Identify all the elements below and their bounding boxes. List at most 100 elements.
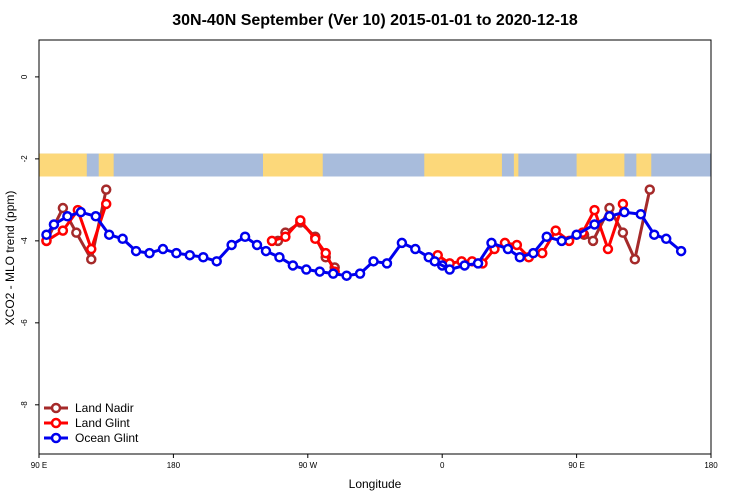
data-point-ocean-glint (251, 239, 263, 251)
data-point-ocean-glint (459, 260, 470, 271)
data-point-land-glint (266, 235, 278, 247)
map-land (424, 153, 502, 177)
data-point-ocean-glint (103, 229, 115, 240)
data-point-land-nadir (100, 184, 112, 195)
data-point-ocean-glint (75, 206, 87, 218)
data-point-ocean-glint (556, 235, 567, 247)
data-point-ocean-glint (184, 249, 196, 261)
map-land (39, 153, 87, 177)
map-ocean (39, 153, 711, 177)
data-point-ocean-glint (486, 237, 497, 249)
data-point-ocean-glint (226, 239, 237, 251)
y-tick-label: -4 (20, 237, 29, 245)
series-land-nadir (41, 184, 656, 273)
data-point-ocean-glint (90, 211, 101, 222)
data-point-ocean-glint (144, 247, 155, 259)
data-point-land-glint (511, 239, 523, 251)
data-point-ocean-glint (472, 258, 484, 269)
data-point-ocean-glint (381, 258, 393, 269)
data-point-land-glint (589, 204, 600, 216)
data-point-land-glint (295, 215, 306, 226)
data-point-ocean-glint (541, 231, 552, 243)
data-point-ocean-glint (429, 256, 440, 267)
legend-label: Land Glint (75, 416, 130, 430)
data-point-ocean-glint (396, 237, 408, 249)
chart-title: 30N-40N September (Ver 10) 2015-01-01 to… (172, 12, 578, 29)
data-point-land-glint (602, 243, 614, 255)
data-point-ocean-glint (354, 268, 366, 279)
y-tick-label: -8 (20, 401, 29, 409)
series-ocean-glint (41, 206, 687, 281)
data-point-land-nadir (629, 254, 641, 265)
y-tick-label: -2 (20, 155, 29, 163)
series-layer (41, 184, 687, 281)
legend-item-ocean-glint: Ocean Glint (44, 431, 139, 445)
data-point-ocean-glint (571, 229, 582, 240)
data-point-ocean-glint (287, 260, 299, 271)
data-point-ocean-glint (327, 268, 339, 279)
legend-item-land-glint: Land Glint (44, 416, 130, 430)
data-point-ocean-glint (604, 211, 615, 222)
x-tick-label: 90 E (31, 461, 47, 470)
x-axis-label: Longitude (349, 477, 402, 491)
map-land (513, 153, 519, 177)
map-land (263, 153, 323, 177)
data-point-ocean-glint (41, 229, 52, 240)
data-point-ocean-glint (368, 256, 379, 267)
data-point-land-nadir (86, 254, 97, 265)
x-tick-label: 90 E (568, 461, 584, 470)
data-point-land-nadir (604, 202, 615, 214)
x-tick-label: 180 (167, 461, 181, 470)
x-tick-label: 90 W (298, 461, 317, 470)
data-point-ocean-glint (48, 219, 60, 230)
data-point-land-nadir (644, 184, 656, 195)
x-tick-label: 0 (440, 461, 445, 470)
data-point-ocean-glint (314, 266, 325, 277)
data-point-land-nadir (617, 227, 629, 238)
x-tick-label: 180 (704, 461, 718, 470)
data-point-ocean-glint (130, 245, 142, 257)
data-point-ocean-glint (589, 219, 600, 230)
data-point-ocean-glint (675, 245, 687, 257)
data-point-ocean-glint (341, 270, 352, 281)
legend-marker (50, 432, 62, 444)
data-point-ocean-glint (660, 233, 672, 245)
data-point-ocean-glint (198, 251, 209, 263)
data-point-land-glint (310, 233, 321, 245)
data-point-ocean-glint (260, 245, 272, 257)
legend-marker (50, 402, 62, 414)
data-point-land-glint (617, 198, 629, 210)
data-point-ocean-glint (274, 251, 285, 263)
y-tick-label: -6 (20, 319, 29, 327)
data-point-land-nadir (587, 235, 599, 247)
legend-item-land-nadir: Land Nadir (44, 401, 134, 415)
series-line-land-glint (271, 218, 337, 273)
data-point-land-glint (537, 247, 548, 259)
map-land (98, 153, 114, 177)
data-point-land-glint (57, 225, 69, 236)
y-axis: 0 -2 -4 -6 -8 (20, 74, 39, 408)
data-point-ocean-glint (62, 211, 73, 222)
plot-frame (38, 39, 712, 455)
data-point-land-glint (280, 231, 291, 243)
data-point-ocean-glint (514, 251, 526, 263)
data-point-ocean-glint (528, 247, 539, 259)
data-point-ocean-glint (301, 264, 312, 275)
data-point-ocean-glint (239, 231, 251, 243)
data-point-ocean-glint (444, 264, 455, 275)
map-land (576, 153, 625, 177)
data-point-land-glint (320, 247, 331, 259)
data-point-land-nadir (57, 202, 69, 214)
data-point-ocean-glint (410, 243, 421, 255)
legend-label: Land Nadir (75, 401, 134, 415)
data-point-land-nadir (71, 227, 82, 238)
y-axis-label: XCO2 - MLO trend (ppm) (3, 191, 17, 326)
data-point-land-glint (550, 225, 561, 236)
data-point-ocean-glint (157, 243, 169, 255)
data-point-land-glint (86, 243, 97, 255)
data-point-ocean-glint (619, 206, 630, 218)
map-land (636, 153, 652, 177)
data-point-land-glint (100, 198, 112, 210)
